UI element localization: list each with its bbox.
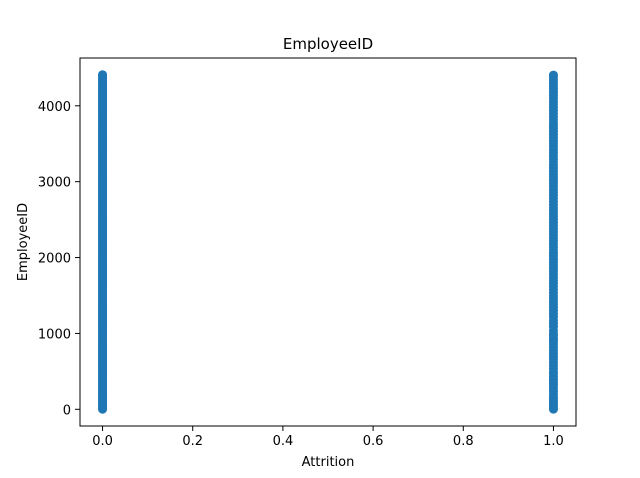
plot-frame xyxy=(79,57,577,427)
y-tick-label: 2000 xyxy=(38,252,71,267)
y-axis-ticks: 0 1000 2000 3000 4000 xyxy=(38,100,80,418)
y-tick-label: 1000 xyxy=(38,327,71,342)
chart-title: EmployeeID xyxy=(283,35,373,53)
data-points xyxy=(98,70,558,414)
x-axis-label: Attrition xyxy=(302,455,355,470)
x-tick-label: 0.8 xyxy=(453,434,474,449)
x-tick-label: 1.0 xyxy=(543,434,564,449)
data-point xyxy=(548,70,558,80)
y-axis-label: EmployeeID xyxy=(16,203,31,281)
y-tick-label: 3000 xyxy=(38,176,71,191)
x-tick-label: 0.6 xyxy=(363,434,384,449)
y-tick-label: 0 xyxy=(63,403,71,418)
x-tick-label: 0.4 xyxy=(273,434,294,449)
x-tick-label: 0.0 xyxy=(92,434,113,449)
x-tick-label: 0.2 xyxy=(182,434,203,449)
x-axis-ticks: 0.0 0.2 0.4 0.6 0.8 1.0 xyxy=(92,426,564,449)
data-point xyxy=(98,70,108,80)
y-tick-label: 4000 xyxy=(38,100,71,115)
